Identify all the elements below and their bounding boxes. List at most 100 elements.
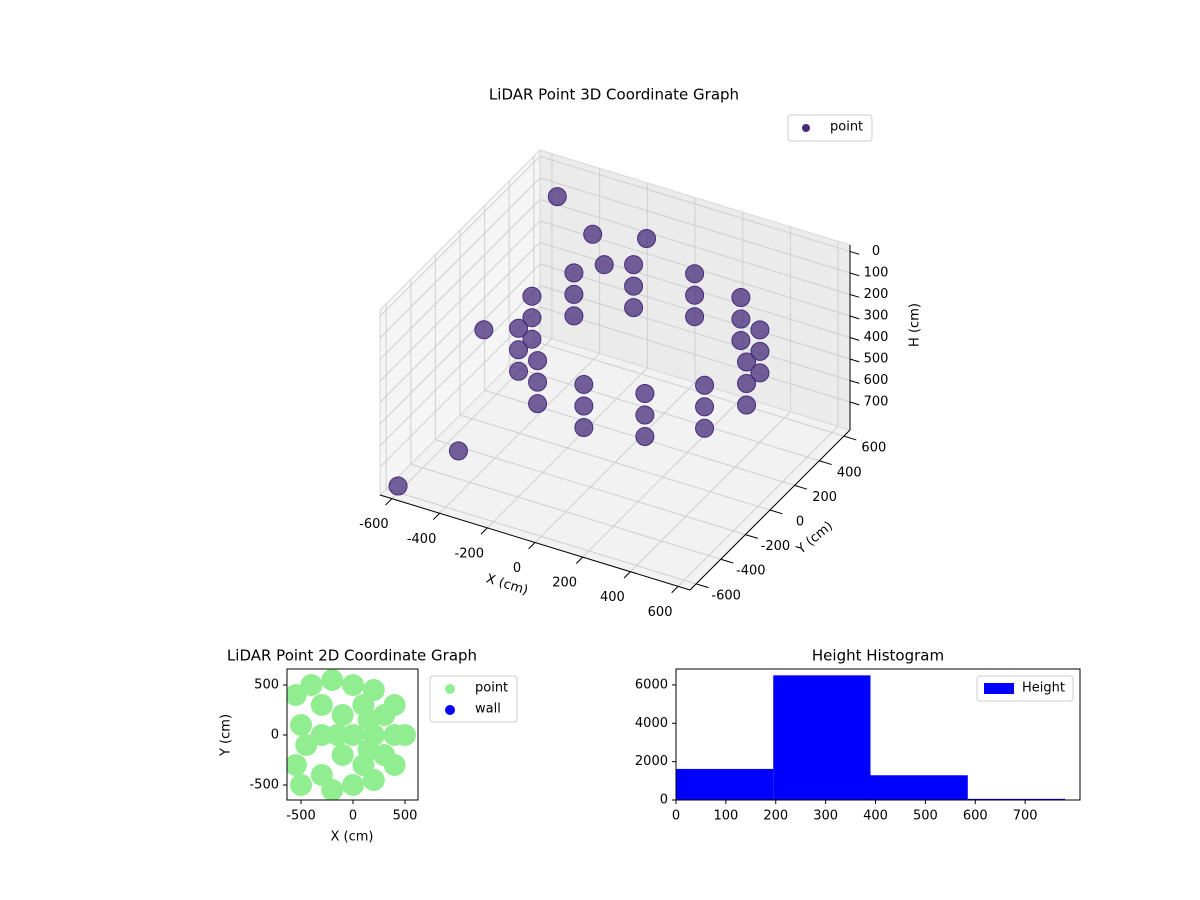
x-tick-label: 700 [1013,809,1038,824]
z-tick-label: 0 [872,244,880,259]
legend-label: Height [1022,681,1065,696]
grid-line [539,285,851,382]
x-tick-label: 500 [913,809,938,824]
point [342,674,365,696]
point [388,476,408,496]
point [750,320,770,340]
point [321,669,344,691]
x-tick-label: 500 [393,809,418,824]
y-tick-label: -500 [249,778,279,793]
z-tick-label: 700 [864,395,889,410]
grid-line [410,463,721,560]
point [737,352,757,372]
y-tick-label: 0 [796,515,804,530]
tick-mark [849,380,860,384]
point [509,318,529,338]
point [310,724,333,746]
point [564,284,584,304]
z-tick-label: 300 [864,308,889,323]
tick-mark [480,527,488,535]
chart-title: Height Histogram [812,647,944,665]
point [574,374,594,394]
tick-mark [819,460,832,466]
point [635,427,655,447]
grid-line [459,414,771,511]
z-axis-label: H (cm) [908,303,923,347]
point [342,774,365,796]
point [528,394,548,414]
point [290,774,313,796]
tick-mark [671,585,679,594]
tick-mark [849,358,860,363]
y-tick-label: -400 [736,564,766,579]
point [362,769,385,791]
point [695,397,715,417]
grid-line [379,263,541,425]
x-tick-label: 100 [713,809,738,824]
legend-box [976,675,1074,702]
point [635,384,655,404]
point [624,276,644,296]
point [731,309,751,329]
point [528,372,548,392]
point [685,307,705,327]
point [522,286,542,306]
point [290,714,313,736]
tick-mark [769,509,783,515]
point [331,704,354,726]
point [750,363,770,383]
y-tick-label: 400 [837,465,862,480]
axis-line [379,494,691,591]
grid-line [435,439,746,536]
point [635,405,655,425]
x-tick-label: 300 [813,809,838,824]
y-tick-label: 200 [812,490,837,505]
grid-line [379,242,541,403]
grid-line [509,365,820,462]
z-tick-label: 600 [864,373,889,388]
grid-line [539,306,851,403]
point [474,320,494,340]
plot-area [676,675,1066,800]
point [357,739,380,761]
tick-mark [849,293,860,298]
x-tick-label: 600 [963,809,988,824]
y-tick-label: 0 [660,793,668,808]
point [731,288,751,308]
y-tick-label: -600 [711,588,741,603]
legend-marker [984,683,1014,694]
point [574,417,594,437]
x-tick-label: 0 [672,809,680,824]
tick-mark [849,315,860,320]
y-tick-label: 500 [254,678,279,693]
bar [676,768,774,800]
point [624,298,644,318]
point [509,340,529,360]
tick-mark [528,542,536,550]
x-tick-label: 400 [600,590,625,605]
point [295,734,318,756]
bar [967,798,1066,800]
grid-line [379,199,541,360]
point [331,744,354,766]
legend-label: wall [475,702,501,717]
point [564,306,584,326]
point [326,724,349,746]
point [750,341,770,361]
point [624,255,644,275]
point [509,361,529,381]
point [362,679,385,701]
point [522,329,542,349]
grid-line [379,156,541,317]
x-tick-label: 0 [349,809,357,824]
y-tick-label: -200 [761,539,791,554]
point [695,418,715,438]
legend-box [787,114,873,142]
tick-mark [432,512,440,521]
point [528,351,548,371]
plot-area [287,669,417,800]
grid-line [539,198,851,295]
point [731,331,751,351]
grid-line [379,285,541,446]
